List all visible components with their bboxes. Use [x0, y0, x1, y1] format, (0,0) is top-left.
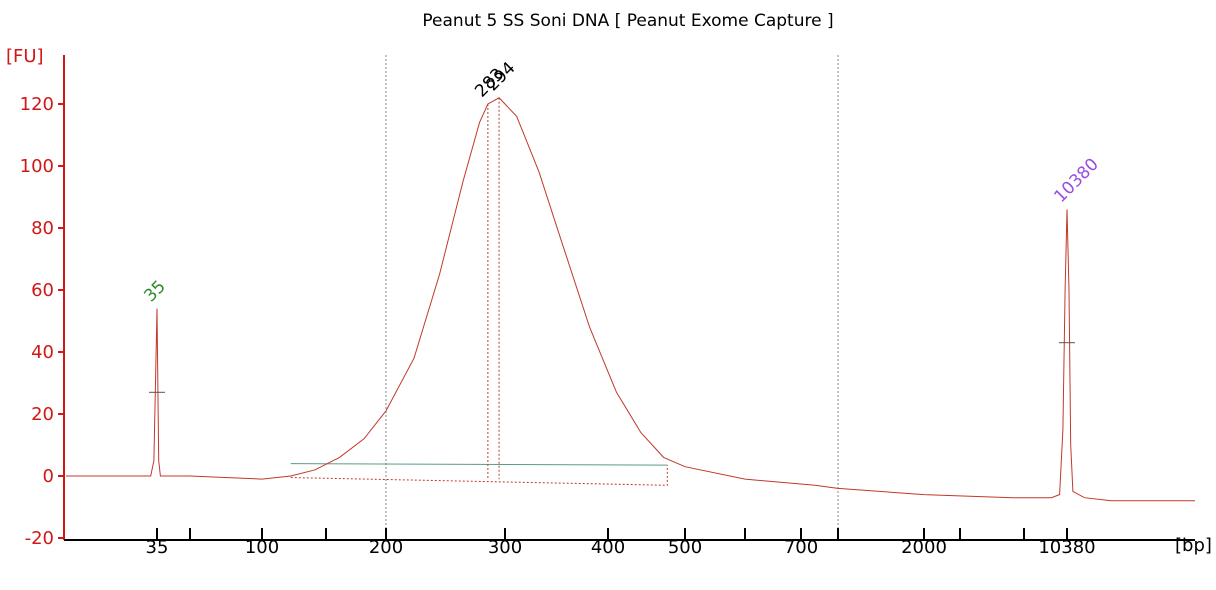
region-level-line [290, 463, 668, 466]
y-tick-label: 80 [31, 218, 54, 239]
x-tick-label: 2000 [901, 537, 947, 558]
x-tick-label: 500 [668, 537, 702, 558]
x-tick-label: 100 [245, 537, 279, 558]
y-tick-label: 20 [31, 404, 54, 425]
y-tick-label: 120 [20, 94, 54, 115]
y-axis: -20 0 20 40 60 80 100 120 [20, 55, 65, 549]
peak-label: 10380 [1050, 155, 1102, 207]
vertical-gridlines [385, 55, 839, 540]
y-tick-label: 100 [20, 156, 54, 177]
x-tick-label: 400 [591, 537, 625, 558]
fluorescence-trace [66, 97, 1195, 502]
y-tick-label: 60 [31, 280, 54, 301]
region-baseline [290, 465, 668, 486]
y-axis-label: [FU] [6, 46, 44, 67]
x-axis-label: [bp] [1175, 535, 1212, 556]
y-tick-label: 0 [43, 466, 54, 487]
y-tick-label: -20 [25, 528, 54, 549]
x-tick-label: 200 [369, 537, 403, 558]
peak-label: 35 [140, 277, 169, 306]
x-tick-label: 300 [488, 537, 522, 558]
x-tick-label: 700 [784, 537, 818, 558]
peak-markers [149, 97, 1075, 480]
smear-region [290, 463, 668, 486]
chart-title: Peanut 5 SS Soni DNA [ Peanut Exome Capt… [422, 11, 833, 31]
y-tick-label: 40 [31, 342, 54, 363]
x-axis: 35 100 200 300 400 500 700 2000 10380 [64, 528, 1195, 558]
x-tick-label: 35 [146, 537, 169, 558]
x-tick-label: 10380 [1038, 537, 1095, 558]
